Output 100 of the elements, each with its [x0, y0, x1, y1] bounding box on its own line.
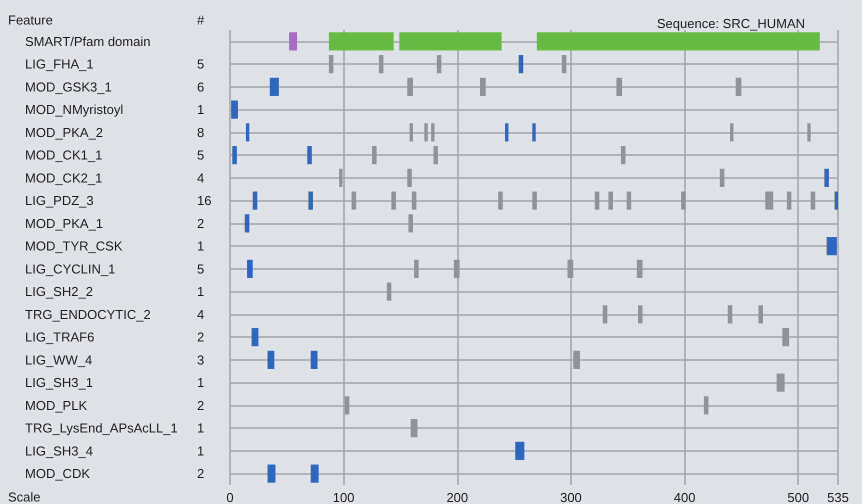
y-tick-label: LIG_FHA_1 — [25, 56, 94, 72]
bar — [246, 123, 250, 142]
bar — [730, 123, 734, 142]
bar — [765, 192, 774, 210]
bar — [410, 123, 413, 142]
bar — [616, 78, 622, 96]
y2-tick-label: 2 — [197, 398, 204, 413]
bar — [810, 192, 816, 210]
bar — [244, 214, 250, 232]
y2-tick-label: 1 — [197, 443, 204, 458]
y-tick-label: LIG_TRAF6 — [25, 330, 94, 345]
bar — [638, 305, 643, 324]
bar — [339, 168, 343, 187]
bar — [824, 168, 829, 187]
bar — [620, 146, 626, 164]
y2-tick-label: 6 — [197, 79, 204, 94]
bar — [562, 55, 566, 74]
bar — [573, 350, 580, 369]
bar — [410, 419, 418, 438]
y-tick-label: TRG_LysEnd_APsAcLL_1 — [25, 420, 178, 436]
bar — [412, 192, 416, 210]
bar — [568, 260, 574, 278]
y2-tick-label: 4 — [197, 306, 204, 322]
bar — [372, 146, 377, 164]
bar — [310, 464, 319, 483]
y-tick-label: MOD_CDK — [25, 466, 90, 482]
x-tick-label: 0 — [226, 490, 234, 504]
bar — [268, 464, 276, 483]
bar — [758, 305, 763, 324]
bar — [408, 214, 413, 232]
bar — [436, 55, 442, 74]
y2-tick-label: 8 — [197, 124, 204, 140]
bar — [289, 32, 298, 50]
y-tick-label: LIG_SH2_2 — [25, 284, 93, 300]
y2-tick-label: 5 — [197, 261, 204, 276]
y-tick-label: MOD_CK1_1 — [25, 148, 102, 163]
y-tick-label: LIG_CYCLIN_1 — [25, 261, 116, 276]
bar — [407, 168, 412, 187]
bar — [608, 192, 613, 210]
x-axis-title: Scale — [8, 490, 41, 504]
bar — [433, 146, 438, 164]
bar — [736, 78, 742, 96]
bar — [626, 192, 632, 210]
bar — [431, 123, 435, 142]
bar — [414, 260, 419, 278]
y2-tick-label: 2 — [197, 466, 204, 482]
bar — [480, 78, 486, 96]
bar — [386, 282, 392, 301]
bar — [252, 192, 258, 210]
y2-axis-title: # — [197, 12, 205, 28]
bar — [532, 192, 537, 210]
bar — [704, 396, 708, 414]
x-tick-label: 200 — [446, 490, 468, 504]
bar — [636, 260, 643, 278]
bar — [602, 305, 608, 324]
y-tick-label: MOD_NMyristoyl — [25, 102, 124, 118]
bar — [399, 32, 502, 50]
bar — [594, 192, 600, 210]
x-tick-label: 400 — [674, 490, 696, 504]
y2-tick-label: 1 — [197, 420, 204, 436]
y2-tick-label: 1 — [197, 102, 204, 118]
chart-title: Sequence: SRC_HUMAN — [656, 16, 806, 31]
y2-tick-label: 4 — [197, 170, 204, 186]
y-axis-title: Feature — [8, 12, 53, 28]
y2-tick-label: 5 — [197, 56, 204, 72]
bar — [681, 192, 686, 210]
bar — [328, 32, 394, 50]
bar — [407, 78, 413, 96]
y2-tick-label: 1 — [197, 238, 204, 254]
y2-tick-label: 2 — [197, 330, 204, 345]
bar — [728, 305, 732, 324]
bar — [252, 328, 258, 346]
y-tick-label: LIG_PDZ_3 — [25, 193, 94, 208]
y2-tick-label: 1 — [197, 284, 204, 300]
bar — [391, 192, 396, 210]
bar — [786, 192, 792, 210]
bar — [720, 168, 724, 187]
bar — [518, 55, 524, 74]
y-tick-label: MOD_PLK — [25, 398, 88, 413]
y-tick-label: LIG_SH3_1 — [25, 375, 93, 390]
y2-tick-label: 16 — [197, 193, 212, 208]
y-tick-label: MOD_PKA_1 — [25, 216, 104, 231]
bar — [515, 442, 524, 460]
y-tick-label: SMART/Pfam domain — [25, 34, 150, 49]
bar — [344, 396, 350, 414]
bar — [782, 328, 790, 346]
y-tick-label: LIG_SH3_4 — [25, 443, 93, 458]
bar — [328, 55, 334, 74]
bar — [834, 192, 838, 210]
bar — [826, 237, 837, 256]
bar — [247, 260, 253, 278]
bar — [308, 192, 313, 210]
bar — [270, 78, 279, 96]
bar — [231, 100, 238, 119]
y-tick-label: LIG_WW_4 — [25, 352, 92, 368]
y-tick-label: MOD_GSK3_1 — [25, 79, 112, 94]
bar — [310, 350, 318, 369]
bar — [268, 350, 274, 369]
y2-tick-label: 1 — [197, 375, 204, 390]
y2-tick-label: 5 — [197, 148, 204, 163]
